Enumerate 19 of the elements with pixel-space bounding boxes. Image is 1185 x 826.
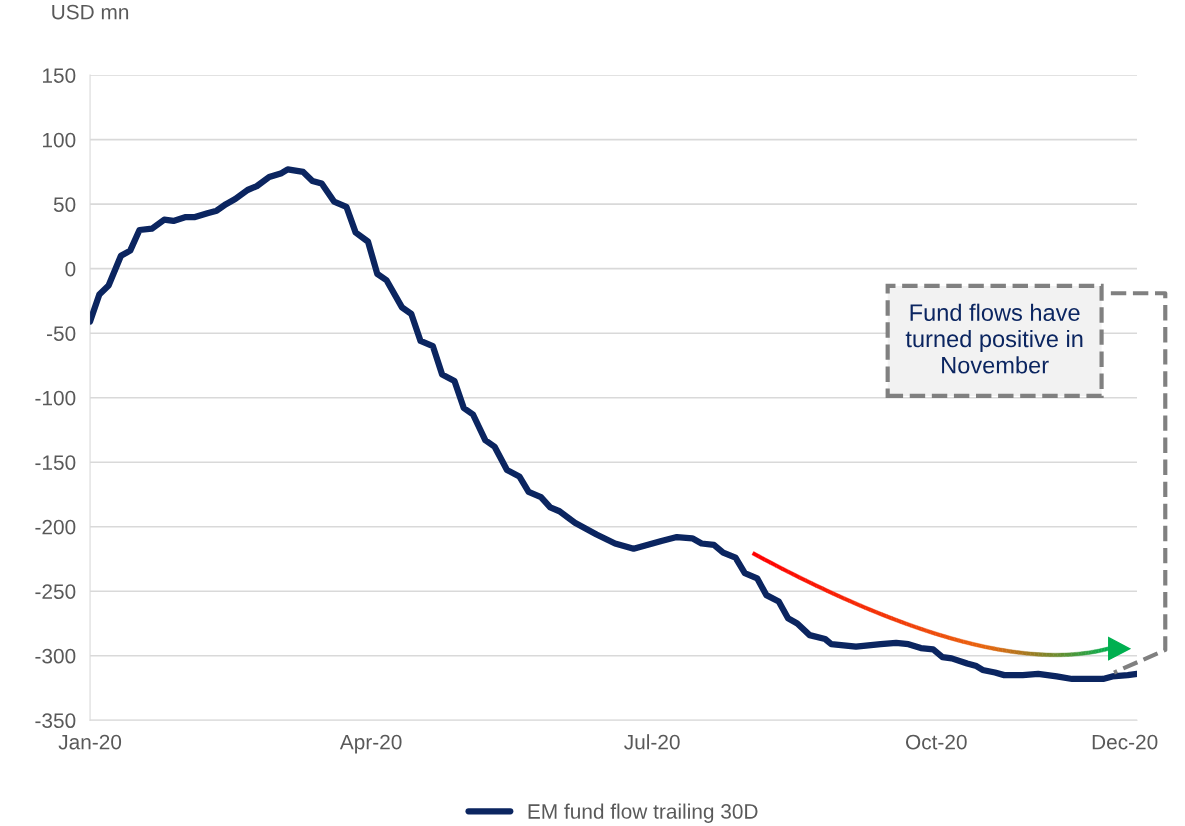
- annotation: Fund flows have turned positive in November: [905, 303, 1083, 374]
- x-tick-label: Oct-20: [905, 734, 967, 750]
- y-tick-label: 0: [65, 261, 76, 277]
- y-tick-label: -100: [35, 390, 76, 406]
- y-tick-label: 100: [43, 132, 76, 148]
- x-tick-label: Apr-20: [339, 734, 402, 754]
- y-tick-label: -50: [46, 326, 76, 341]
- x-tick-label: Dec-20: [1092, 734, 1158, 750]
- y-tick-label: -150: [35, 455, 76, 470]
- x-tick-label: Jan-20: [58, 734, 122, 750]
- x-tick-label: Jul-20: [624, 734, 680, 750]
- y-tick-label: -300: [35, 648, 76, 664]
- y-tick-label: -250: [35, 584, 76, 599]
- y-tick-label: 50: [53, 197, 76, 212]
- legend-label: EM fund flow trailing 30D: [528, 803, 758, 823]
- y-tick-label: -200: [35, 519, 76, 535]
- y-axis-title: USD mn: [52, 4, 129, 20]
- y-tick-label: -350: [35, 713, 76, 729]
- y-tick-label: 150: [43, 68, 76, 83]
